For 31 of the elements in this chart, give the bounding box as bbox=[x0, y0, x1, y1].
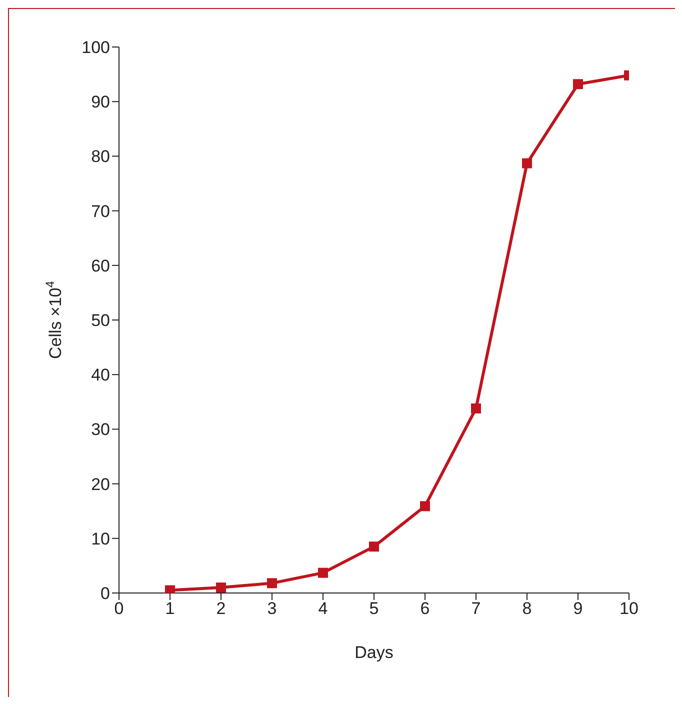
y-tick-label: 60 bbox=[91, 256, 110, 276]
point bbox=[471, 403, 481, 414]
point bbox=[267, 578, 277, 588]
point bbox=[318, 568, 328, 578]
x-tick-label: 1 bbox=[165, 599, 175, 618]
x-tick-label: 9 bbox=[573, 599, 583, 618]
x-tick-label: 5 bbox=[369, 599, 379, 618]
x-tick-label: 0 bbox=[114, 599, 124, 618]
x-tick-label: 2 bbox=[216, 599, 226, 618]
point bbox=[216, 582, 226, 593]
y-tick-label: 90 bbox=[91, 92, 110, 112]
x-tick-label: 6 bbox=[420, 599, 430, 618]
y-tick-label: 40 bbox=[91, 366, 110, 385]
y-tick-label: 100 bbox=[82, 38, 110, 58]
x-tick-label: 8 bbox=[522, 599, 532, 618]
y-tick-label: 10 bbox=[91, 529, 110, 548]
point bbox=[522, 158, 532, 168]
x-tick-label: 4 bbox=[318, 599, 328, 618]
point bbox=[369, 542, 379, 552]
x-tick-label: 10 bbox=[620, 599, 638, 618]
y-tick-label: 20 bbox=[91, 474, 110, 494]
x-tick-label: 3 bbox=[267, 599, 277, 618]
y-tick-label: 30 bbox=[91, 420, 110, 440]
point bbox=[420, 501, 430, 512]
x-tick-label: 7 bbox=[471, 599, 481, 618]
y-tick-label: 50 bbox=[91, 311, 110, 330]
y-tick-label: 80 bbox=[91, 147, 110, 166]
y-tick-label: 70 bbox=[91, 202, 110, 221]
y-tick-label: 0 bbox=[100, 584, 110, 604]
point bbox=[573, 79, 583, 90]
x-axis-title: Days bbox=[354, 643, 394, 662]
